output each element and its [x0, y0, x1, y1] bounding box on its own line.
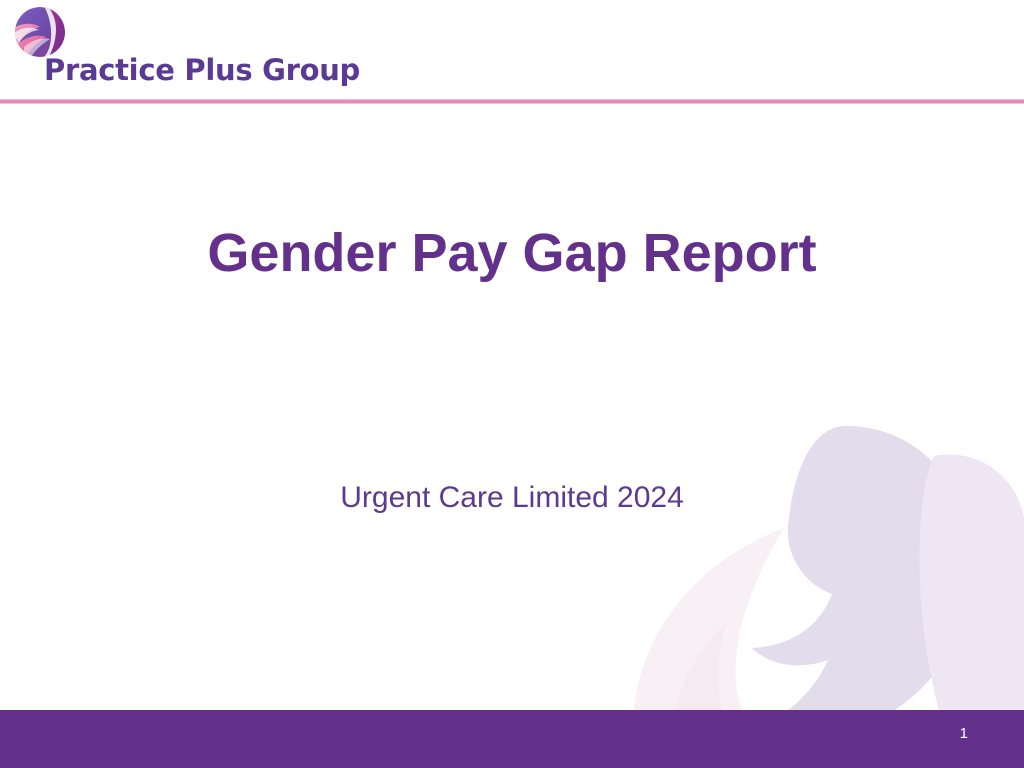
- page-number: 1: [959, 725, 968, 742]
- brand-logo-lockup: Practice Plus Group: [8, 3, 360, 85]
- practice-plus-group-petal-logo-icon: [15, 7, 65, 57]
- slide-header: Practice Plus Group: [0, 0, 1024, 101]
- page-title: Gender Pay Gap Report: [207, 223, 817, 283]
- large-petal-shape: [730, 426, 974, 748]
- header-divider: [0, 99, 1024, 104]
- brand-wordmark: Practice Plus Group: [44, 53, 361, 87]
- slide-footer-bar: 1: [0, 710, 1024, 768]
- page-subtitle: Urgent Care Limited 2024: [340, 481, 684, 514]
